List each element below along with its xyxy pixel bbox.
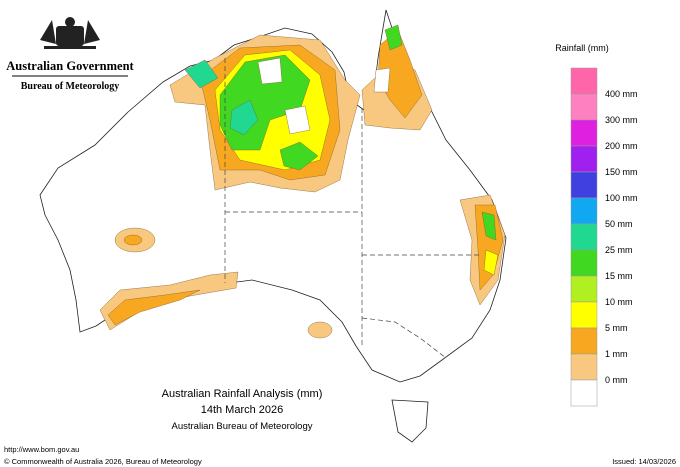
legend-label: 150 mm [605, 167, 638, 177]
legend-swatch [570, 327, 598, 355]
legend-title: Rainfall (mm) [555, 43, 609, 53]
legend-label: 1 mm [605, 349, 628, 359]
rainfall-areas [99, 24, 506, 339]
government: Australian Government [6, 59, 134, 73]
tasmania [391, 399, 429, 443]
legend-label: 25 mm [605, 245, 633, 255]
legend-label: 200 mm [605, 141, 638, 151]
legend-swatch [570, 145, 598, 173]
legend-label: 5 mm [605, 323, 628, 333]
legend-swatch [570, 197, 598, 225]
legend-label: 10 mm [605, 297, 633, 307]
legend-swatch [570, 93, 598, 121]
state-borders [224, 58, 482, 359]
legend-label: 15 mm [605, 271, 633, 281]
map-title: Australian Rainfall Analysis (mm) [162, 388, 323, 400]
legend-swatch [570, 223, 598, 251]
footer-url[interactable]: http://www.bom.gov.au [4, 445, 79, 454]
legend-swatch [570, 379, 598, 407]
legend-swatch [570, 67, 598, 95]
legend-label: 300 mm [605, 115, 638, 125]
australia-map [39, 9, 507, 443]
legend-swatch [570, 171, 598, 199]
legend-swatch [570, 275, 598, 303]
bureau: Bureau of Meteorology [21, 81, 120, 92]
crest [40, 17, 100, 49]
map-date: 14th March 2026 [201, 404, 284, 416]
footer-issued: Issued: 14/03/2026 [612, 457, 676, 466]
legend-swatch [570, 301, 598, 329]
legend-swatch [570, 249, 598, 277]
map-source: Australian Bureau of Meteorology [172, 421, 313, 432]
legend-label: 100 mm [605, 193, 638, 203]
legend: 400 mm 300 mm 200 mm 150 mm 100 mm 50 mm 25 mm… [570, 67, 638, 407]
legend-label: 0 mm [605, 375, 628, 385]
legend-swatch [570, 353, 598, 381]
footer-copyright: © Commonwealth of Australia 2026, Bureau… [4, 457, 202, 466]
legend-label: 50 mm [605, 219, 633, 229]
legend-label: 400 mm [605, 89, 638, 99]
legend-swatch [570, 119, 598, 147]
